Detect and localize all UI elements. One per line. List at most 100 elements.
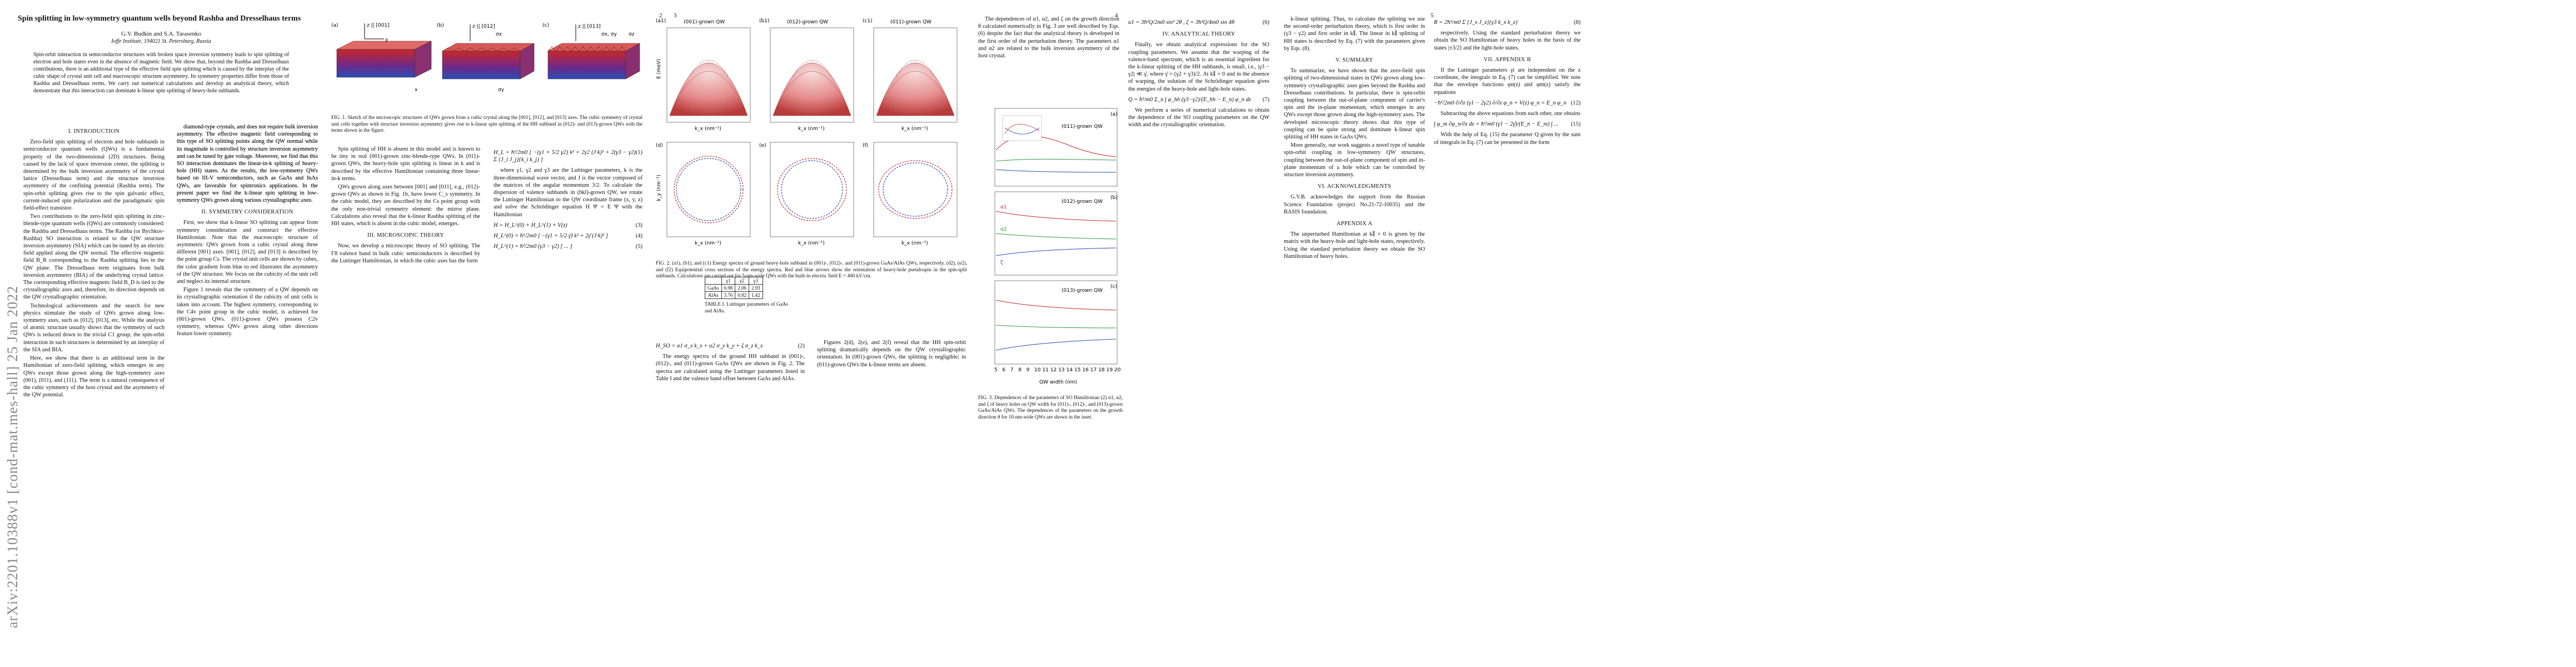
- equation-text: ∫ φ_m ∂φ_n/∂z dz = ħ²/m0 (γ1 − 2γ̄)/(E_n…: [1434, 121, 1559, 128]
- paragraph: diamond-type crystals, and does not requ…: [177, 124, 318, 204]
- legend-entry: (012)-grown QW: [1062, 199, 1103, 205]
- panel-title: (011)-grown QW: [890, 19, 931, 25]
- panel-b1: (b1) (012)-grown QW k_x (nm⁻¹): [759, 18, 854, 132]
- panel-c1: (c1) (011)-grown QW k_x (nm⁻¹): [863, 18, 958, 132]
- paragraph: Figures 2(d), 2(e), and 2(f) reveal that…: [817, 340, 966, 368]
- section-heading: VI. ACKNOWLEDGMENTS: [1317, 183, 1392, 190]
- paragraph: QWs grown along axes between [001] and […: [331, 184, 480, 227]
- equation-number: (8): [1573, 19, 1581, 26]
- figure-1: (a) z || [001] y (b) z || [012] σx (c): [331, 19, 642, 137]
- axis-label: z || [013]: [578, 24, 601, 29]
- sigma-label: σx: [496, 32, 502, 37]
- y-axis-label: k_y (nm⁻¹): [656, 175, 662, 201]
- paragraph: where γ1, γ2 and γ3 are the Luttinger pa…: [494, 167, 642, 218]
- axis-label: x: [415, 87, 418, 93]
- panel-a1: (a1) (001)-grown QW E (meV) k_x (nm⁻¹): [656, 18, 751, 132]
- column-5-right: Figures 2(d), 2(e), and 2(f) reveal that…: [817, 339, 966, 370]
- panel-label: (c1): [863, 18, 873, 24]
- x-tick-label: 12: [1050, 367, 1057, 373]
- table-header-cell: γ2: [735, 277, 749, 285]
- equation-12: −ħ²/2m0 ∂/∂z (γ1 − 2γ2) ∂/∂z φ_n + V(z) …: [1434, 99, 1581, 107]
- axis-label: z || [001]: [367, 23, 390, 28]
- abstract: Spin-orbit interaction in semiconductor …: [33, 52, 289, 94]
- equation-3: H = H_L^(0) + H_L^(1) + V(z) (3): [494, 222, 642, 229]
- paragraph: G.V.B. acknowledges the support from the…: [1284, 194, 1425, 215]
- sigma-label: σy: [498, 87, 505, 93]
- column-3: Spin splitting of HH is absent in this m…: [331, 146, 480, 266]
- equation-text: −ħ²/2m0 ∂/∂z (γ1 − 2γ2) ∂/∂z φ_n + V(z) …: [1434, 99, 1567, 106]
- table-row: GaAs 6.98 2.06 2.93: [705, 284, 763, 292]
- figure-2: (a1) (001)-grown QW E (meV) k_x (nm⁻¹) (…: [656, 16, 967, 405]
- page-number: 3: [674, 12, 677, 19]
- table-1-caption: TABLE I. Luttinger parameters of GaAs an…: [705, 301, 788, 313]
- equation-number: (3): [635, 222, 642, 228]
- panel-label: (d): [656, 143, 663, 148]
- figure-2-caption: FIG. 2. (a1), (b1), and (c1) Energy spec…: [656, 260, 967, 279]
- panel-label: (c): [542, 23, 549, 28]
- figure-3-caption: FIG. 3. Dependences of the parameters of…: [978, 395, 1123, 420]
- x-axis-label: k_x (nm⁻¹): [901, 241, 928, 246]
- table-cell: 2.06: [735, 284, 749, 292]
- qw-block-013: [547, 43, 641, 79]
- paragraph: Zero-field spin splitting of electron an…: [23, 139, 165, 212]
- x-tick-label: 16: [1082, 367, 1089, 373]
- figure-3: (a) (011)-grown QW (b) (012)-grown QW α1…: [978, 106, 1123, 450]
- equation-2: H_SO = α1 σ_x k_x + α2 σ_y k_y + ζ σ_z k…: [656, 342, 805, 350]
- legend-entry: α1: [1000, 205, 1007, 210]
- paragraph: k-linear splitting. Thus, to calculate t…: [1284, 16, 1425, 52]
- paragraph: respectively. Using the standard perturb…: [1434, 30, 1581, 51]
- paragraph: diamond-type crystals, and does not requ…: [177, 124, 318, 204]
- panel-label: (b): [437, 23, 444, 28]
- panel-3c: (c) (013)-grown QW: [994, 280, 1118, 365]
- x-axis-label: k_x (nm⁻¹): [798, 241, 825, 246]
- column-1: I. INTRODUCTION Zero-field spin splittin…: [23, 123, 165, 400]
- paragraph: Two contributions to the zero-field spin…: [23, 213, 165, 301]
- panel-label: (a): [331, 23, 338, 28]
- x-axis-label: k_x (nm⁻¹): [695, 241, 721, 246]
- column-2-body: diamond-type crystals, and does not requ…: [177, 123, 318, 339]
- table-cell: 2.93: [749, 284, 763, 292]
- equation-number: (1): [635, 150, 642, 156]
- table-header-row: γ1 γ2 γ3: [705, 277, 763, 285]
- column-4: H_L = ħ²/2m0 [ −(γ1 + 5/2 γ2) k² + 2γ2 (…: [494, 146, 642, 253]
- paragraph: To summarize, we have shown that the zer…: [1284, 68, 1425, 141]
- table-row: AlAs 3.76 0.82 1.42: [705, 291, 763, 299]
- table-cell: 0.82: [735, 291, 749, 299]
- legend-entry: (013)-grown QW: [1062, 288, 1103, 293]
- table-cell: 1.42: [749, 291, 763, 299]
- column-8: k-linear splitting. Thus, to calculate t…: [1284, 16, 1425, 261]
- equation-number: (5): [635, 243, 642, 250]
- paragraph: The unperturbed Hamiltonian at k∥ = 0 is…: [1284, 231, 1425, 260]
- table-cell: 3.76: [721, 291, 736, 299]
- panel-title: (001)-grown QW: [684, 19, 725, 25]
- equation-8: R = 2ħ²/m0 Σ {J_x J_z}{γ3 k_x k_z} (8): [1434, 19, 1581, 26]
- section-heading: IV. ANALYTICAL THEORY: [1162, 31, 1235, 38]
- qw-block-012: [441, 43, 535, 79]
- affiliation: Ioffe Institute, 194021 St. Petersburg, …: [111, 38, 211, 44]
- equation-5: H_L^(1) = ħ²/2m0 (γ3 − γ2) [ ... ] (5): [494, 243, 642, 250]
- x-tick-label: 5: [994, 367, 998, 373]
- paragraph: We perform a series of numerical calcula…: [1128, 107, 1269, 128]
- panel-label: (a): [1110, 112, 1118, 117]
- section-heading: I. INTRODUCTION: [68, 128, 120, 135]
- equation-text: H_L^(1) = ħ²/2m0 (γ3 − γ2) [ ... ]: [494, 243, 572, 250]
- x-tick-label: 13: [1058, 367, 1064, 373]
- panel-e: (e) k_x (nm⁻¹): [759, 142, 854, 246]
- paragraph: Subtracting the above equations from eac…: [1441, 111, 1581, 117]
- x-tick-label: 10: [1034, 367, 1041, 373]
- figure-1-graphic: (a) z || [001] y (b) z || [012] σx (c): [331, 23, 641, 93]
- paragraph: Here, we show that there is an additiona…: [23, 355, 165, 399]
- legend-entry: ζ: [1000, 260, 1003, 266]
- axis-label: y: [385, 37, 388, 43]
- page-number: 5: [1431, 12, 1434, 19]
- paragraph: More generally, our work suggests a nove…: [1284, 142, 1425, 178]
- x-axis-ticks: 5 6 7 8 9 10 11 12 13 14 15 16 17 18 19 20: [994, 367, 1121, 373]
- panel-title: (012)-grown QW: [787, 19, 828, 25]
- x-axis-label: k_x (nm⁻¹): [695, 126, 721, 132]
- figure-2-graphic: (a1) (001)-grown QW E (meV) k_x (nm⁻¹) (…: [656, 18, 958, 246]
- equation-text: R = 2ħ²/m0 Σ {J_x J_z}{γ3 k_x k_z}: [1434, 19, 1518, 26]
- x-tick-label: 9: [1027, 367, 1030, 373]
- table-header-cell: γ3: [749, 277, 763, 285]
- equation-6: α1 = 3ħ²Q/2m0 sin² 2θ , ζ = 3ħ²Q/4m0 sin…: [1128, 19, 1269, 26]
- legend-entry: (011)-grown QW: [1062, 124, 1103, 130]
